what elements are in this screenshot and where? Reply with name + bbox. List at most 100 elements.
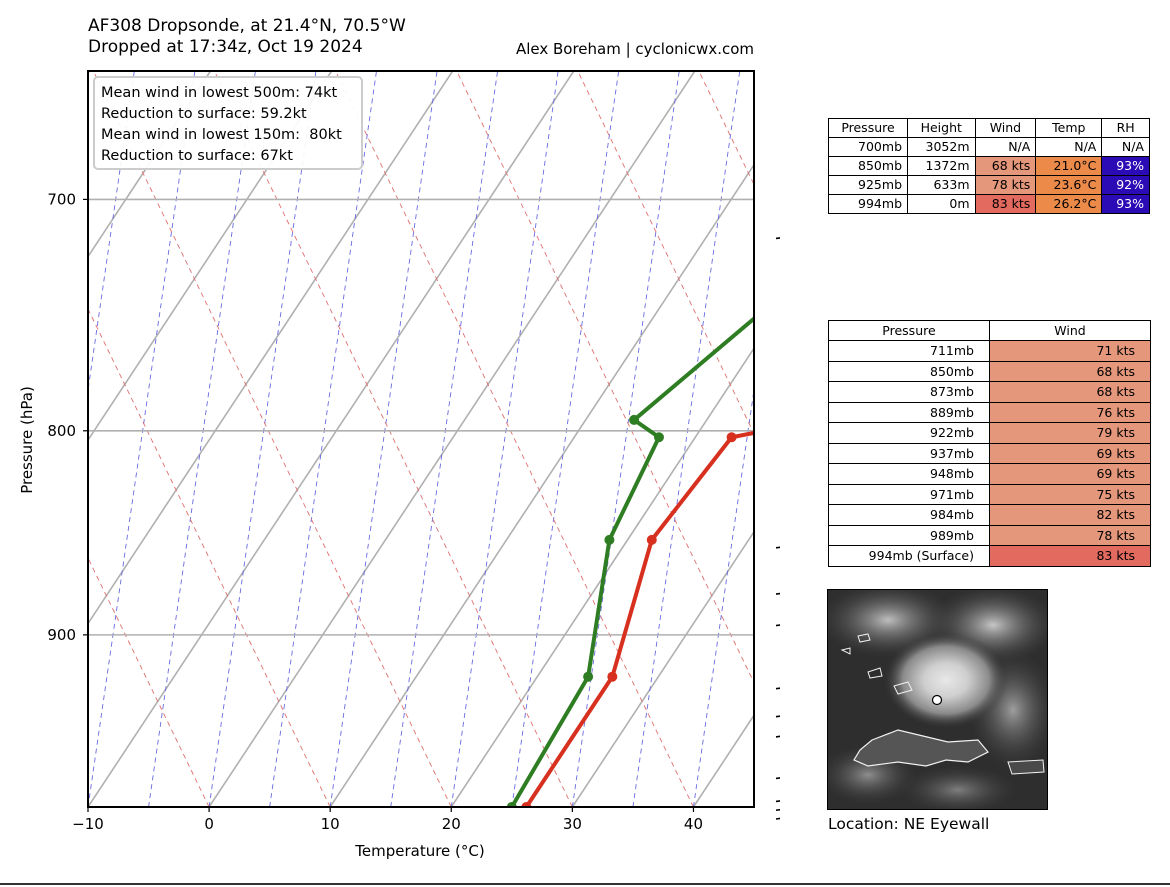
island-outline: [853, 729, 989, 767]
temperature-point: [607, 671, 618, 682]
table-row: 922mb 79 kts: [828, 422, 1151, 444]
adiabat-line: [88, 307, 331, 807]
col-header-pressure: Pressure: [828, 320, 990, 341]
cell-temp: 23.6°C: [1035, 175, 1103, 195]
location-label: Location: NE Eyewall: [828, 815, 990, 833]
cell-height: 0m: [907, 194, 976, 214]
wind-barb: [775, 735, 780, 738]
dewpoint-point: [604, 534, 615, 545]
col-header-wind: Wind: [989, 320, 1151, 341]
col-header-rh: RH: [1101, 118, 1150, 138]
table-row: 889mb 76 kts: [828, 401, 1151, 423]
background-reference-lines: [88, 0, 780, 807]
wind-barb: [775, 237, 780, 240]
cell-wind: 75 kts: [989, 483, 1151, 505]
mixing-ratio-line: [571, 71, 680, 807]
bottom-divider: [0, 883, 1170, 885]
cell-pressure: 850mb: [827, 156, 909, 176]
table-row: 971mb 75 kts: [828, 483, 1151, 505]
adiabat-line: [335, 71, 694, 807]
mixing-ratio-line: [753, 803, 754, 807]
table-row: 994mb 0m 83 kts 26.2°C 93%: [827, 194, 1150, 214]
annotation-line-3: Mean wind in lowest 150m: 80kt: [101, 127, 342, 143]
wind-barb-shaft: [775, 237, 780, 240]
adiabat-line: [698, 71, 754, 186]
temperature-point: [646, 534, 657, 545]
chart-title-line2: Dropped at 17:34z, Oct 19 2024: [88, 37, 363, 57]
cell-wind: 68 kts: [989, 360, 1151, 382]
cell-pressure: 873mb: [828, 381, 990, 403]
adiabat-line: [718, 0, 780, 807]
cell-wind: 71 kts: [989, 340, 1151, 362]
table-row: 994mb (Surface) 83 kts: [828, 545, 1151, 567]
satellite-image: [827, 589, 1048, 810]
cell-pressure: 922mb: [828, 422, 990, 444]
dewpoint-point: [583, 671, 594, 682]
cell-pressure: 984mb: [828, 504, 990, 526]
mandatory-levels-table: Pressure Height Wind Temp RH 700mb 3052m…: [827, 118, 1150, 214]
wind-barb-shaft: [775, 546, 780, 549]
x-tick-label: −10: [72, 815, 104, 833]
wind-barbs: [775, 237, 780, 820]
table-row: 989mb 78 kts: [828, 524, 1151, 546]
mixing-ratio-line: [632, 71, 741, 807]
mixing-ratio-line: [450, 71, 559, 807]
table-row: 925mb 633m 78 kts 23.6°C 92%: [827, 175, 1150, 195]
isotherm-line: [88, 71, 212, 259]
cell-pressure: 925mb: [827, 175, 909, 195]
table-row: 937mb 69 kts: [828, 442, 1151, 464]
cell-pressure: 994mb: [827, 194, 909, 214]
mixing-ratio-line: [329, 71, 438, 807]
cell-wind: 78 kts: [989, 524, 1151, 546]
adiabat-line: [456, 71, 754, 684]
x-axis-ticks: −10 0 10 20 30 40: [72, 807, 703, 833]
table-row: 850mb 1372m 68 kts 21.0°C 93%: [827, 156, 1150, 176]
cell-wind: 76 kts: [989, 401, 1151, 423]
isotherm-line: [88, 71, 454, 625]
chart-title-line1: AF308 Dropsonde, at 21.4°N, 70.5°W: [88, 16, 406, 36]
cell-wind: 69 kts: [989, 442, 1151, 464]
y-tick-label: 800: [47, 422, 76, 440]
x-tick-label: 20: [442, 815, 461, 833]
wind-barb: [775, 624, 780, 627]
cell-wind: 69 kts: [989, 463, 1151, 485]
wind-barb: [775, 715, 780, 718]
table-row: 850mb 68 kts: [828, 360, 1151, 382]
cell-pressure: 937mb: [828, 442, 990, 464]
cell-pressure: 889mb: [828, 401, 990, 423]
author-credit: Alex Boreham | cyclonicwx.com: [515, 40, 754, 58]
x-tick-label: 10: [321, 815, 340, 833]
wind-barb-shaft: [775, 817, 780, 820]
dewpoint-point: [506, 802, 517, 807]
cell-wind: 68 kts: [989, 381, 1151, 403]
wind-barb-shaft: [775, 808, 780, 812]
satellite-imagery-svg: [828, 590, 1047, 809]
cell-pressure: 700mb: [827, 137, 909, 157]
wind-barb: [775, 777, 780, 780]
mixing-ratio-line: [148, 71, 256, 807]
adiabat-line: [577, 71, 754, 435]
table-row: 984mb 82 kts: [828, 504, 1151, 526]
wind-barb-shaft: [775, 777, 780, 780]
wind-barb-shaft: [775, 735, 780, 738]
temperature-point: [521, 802, 532, 807]
col-header-wind: Wind: [974, 118, 1037, 138]
x-tick-label: 40: [684, 815, 703, 833]
wind-barb: [775, 687, 780, 690]
cell-pressure: 948mb: [828, 463, 990, 485]
cell-height: 1372m: [907, 156, 976, 176]
plot-frame: [87, 70, 755, 808]
isotherm-line: [450, 346, 754, 807]
y-axis-ticks: 700 800 900: [47, 190, 88, 644]
wind-barb-shaft: [775, 715, 780, 718]
isotherm-line: [692, 713, 754, 807]
isotherm-line: [208, 71, 696, 807]
mixing-ratio-line: [269, 71, 377, 807]
isotherm-line: [329, 163, 754, 807]
table-row: 711mb 71 kts: [828, 340, 1151, 362]
cell-height: 633m: [907, 175, 976, 195]
temperature-line: [524, 430, 754, 807]
isotherm-line: [571, 530, 754, 807]
small-islands: [840, 633, 913, 695]
